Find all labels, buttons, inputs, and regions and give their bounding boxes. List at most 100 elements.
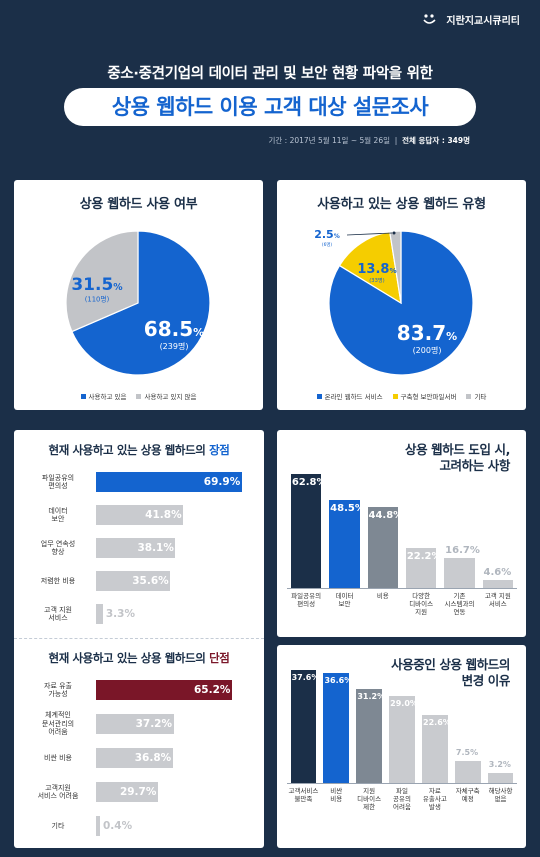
adoption-value: 62.8%	[291, 476, 327, 488]
pie-slice-using	[71, 230, 211, 376]
pros-label: 파일공유의 편의성	[41, 473, 75, 490]
pie-count-not-using: (110명)	[85, 294, 110, 303]
pros-bar	[96, 472, 242, 492]
change-label: 자체구축 예정	[455, 787, 480, 804]
change-bar	[356, 689, 382, 783]
pie-other-leader-dot	[392, 231, 396, 235]
change-bar	[389, 696, 415, 783]
change-value: 29.0%	[390, 699, 418, 708]
change-baseline	[287, 783, 517, 784]
pie-count-online: (200명)	[413, 345, 442, 355]
adoption-value: 4.6%	[483, 566, 512, 578]
pros-value: 3.3%	[105, 608, 135, 620]
change-value: 3.2%	[488, 760, 511, 770]
pros-title-accent: 장점	[209, 443, 230, 457]
legend-other-label: 기타	[474, 393, 487, 401]
change-reasons-title: 사용중인 상용 웹하드의 변경 이유	[391, 657, 510, 689]
adoption-label: 파일공유의 편의성	[291, 592, 322, 609]
legend-item-online: 온라인 웹하드 서비스	[316, 391, 383, 401]
cons-label: 비싼 비용	[44, 753, 72, 762]
pros-bar	[96, 505, 184, 525]
adoption-value: 22.2%	[406, 550, 442, 562]
page-title: 상용 웹하드 이용 고객 대상 설문조사	[64, 88, 476, 126]
cons-title: 현재 사용하고 있는 상용 웹하드의 단점	[14, 650, 264, 666]
adoption-bar	[444, 557, 475, 588]
pie-value-other: 2.5%	[314, 228, 340, 241]
pros-value: 38.1%	[137, 542, 174, 554]
adoption-value: 44.8%	[368, 509, 404, 521]
period-separator: |	[394, 136, 398, 145]
pie-usage-legend: 사용하고 있음 사용하고 있지 않음	[14, 391, 263, 401]
pros-label: 데이터 보안	[48, 506, 68, 523]
change-bar	[422, 715, 448, 783]
change-label: 고객서비스 불만족	[288, 787, 319, 804]
adoption-label: 기존 시스템과의 연동	[444, 592, 475, 617]
pie-type-legend: 온라인 웹하드 서비스 구축형 보안파일서버 기타	[277, 391, 526, 401]
adoption-bar	[290, 473, 322, 588]
change-value: 31.2%	[357, 692, 386, 702]
change-label: 자료 유출사고 발생	[422, 787, 447, 812]
pros-label: 저렴한 비용	[40, 576, 76, 585]
pie-type-title: 사용하고 있는 상용 웹하드 유형	[317, 197, 486, 212]
change-bar	[487, 773, 514, 783]
cons-bar	[96, 816, 100, 836]
change-reasons-panel: 사용중인 상용 웹하드의 변경 이유 37.6% 고객서비스 불만족 36.6% 비싼…	[277, 645, 526, 848]
cons-title-prefix: 현재 사용하고 있는 상용 웹하드의	[48, 651, 210, 665]
pros-cons-panel: 현재 사용하고 있는 상용 웹하드의 장점 현재 사용하고 있는 상용 웹하드의…	[14, 430, 264, 848]
adoption-label: 다양한 디바이스 지원	[409, 592, 434, 617]
cons-value: 36.8%	[134, 752, 172, 764]
pros-bar	[96, 538, 176, 558]
pros-bar	[96, 604, 103, 624]
change-bar	[323, 673, 350, 783]
legend-item-using: 사용하고 있음	[80, 391, 127, 401]
pros-title: 현재 사용하고 있는 상용 웹하드의 장점	[14, 442, 264, 458]
smile-logo-icon	[423, 13, 436, 24]
pie-count-using: (239명)	[160, 341, 189, 351]
brand-logo: 지란지교시큐리티	[423, 12, 520, 27]
cons-bar	[96, 714, 174, 734]
cons-label: 기타	[51, 821, 65, 830]
cons-label: 체계적인 문서관리의 어려움	[41, 711, 75, 737]
pie-value-onprem: 13.8%	[357, 262, 396, 277]
pie-chart-type: 83.7%(200명)13.8%(33명)2.5%(6명)	[314, 228, 474, 376]
legend-onprem-label: 구축형 보안파일서버	[400, 393, 457, 401]
adoption-label: 비용	[376, 592, 389, 600]
adoption-baseline	[287, 588, 517, 589]
cons-value: 65.2%	[193, 684, 231, 696]
pie-slice-not-using	[65, 230, 139, 333]
period-text: 기간 : 2017년 5월 11일 ~ 5월 26일	[268, 136, 391, 145]
cons-label: 자료 유출 가능성	[44, 681, 72, 698]
section-divider	[14, 638, 264, 639]
pie-count-onprem: (33명)	[369, 277, 384, 284]
pros-title-prefix: 현재 사용하고 있는 상용 웹하드의	[48, 443, 210, 457]
pie-panel-usage: 상용 웹하드 사용 여부 68.5% (239명) 31.5% (110명) 사용하고…	[14, 180, 263, 410]
pie-count-other: (6명)	[322, 241, 333, 248]
respondents-text: 전체 응답자 : 349명	[402, 136, 470, 145]
change-value: 36.6%	[324, 676, 353, 686]
header: 지란지교시큐리티 중소·중견기업의 데이터 관리 및 보안 현황 파악을 위한 …	[0, 0, 540, 170]
pros-label: 업무 연속성 향상	[40, 539, 76, 556]
page-subtitle: 중소·중견기업의 데이터 관리 및 보안 현황 파악을 위한	[107, 66, 433, 82]
adoption-label: 고객 지원 서비스	[484, 592, 511, 609]
adoption-bar	[405, 547, 437, 588]
cons-bar	[96, 748, 173, 768]
legend-online-label: 온라인 웹하드 서비스	[324, 393, 383, 401]
pie-panel-type: 사용하고 있는 상용 웹하드 유형 83.7% (200명) 13.8% (33명) 2…	[277, 180, 526, 410]
survey-period: 기간 : 2017년 5월 11일 ~ 5월 26일 | 전체 응답자 : 34…	[268, 135, 470, 146]
cons-bar	[96, 680, 232, 700]
cons-bar	[96, 782, 158, 802]
cons-label: 고객지원 서비스 어려움	[37, 783, 79, 800]
change-label: 파일 공유의 어려움	[393, 787, 411, 812]
pie-chart-usage: 68.5%(239명)31.5%(110명)	[65, 230, 211, 376]
adoption-bar	[482, 579, 514, 588]
change-value: 22.6%	[423, 718, 451, 728]
legend-using-label: 사용하고 있음	[88, 393, 127, 401]
adoption-value: 48.5%	[330, 502, 365, 514]
legend-item-onprem: 구축형 보안파일서버	[392, 391, 457, 401]
pie-value-not-using: 31.5%	[71, 275, 123, 295]
change-label: 해당사항 없음	[488, 787, 513, 804]
adoption-factors-title: 상용 웹하드 도입 시, 고려하는 사항	[404, 442, 510, 474]
logo-text: 지란지교시큐리티	[446, 16, 520, 27]
pros-value: 69.9%	[203, 476, 241, 488]
pie-other-leader-line	[346, 232, 393, 236]
